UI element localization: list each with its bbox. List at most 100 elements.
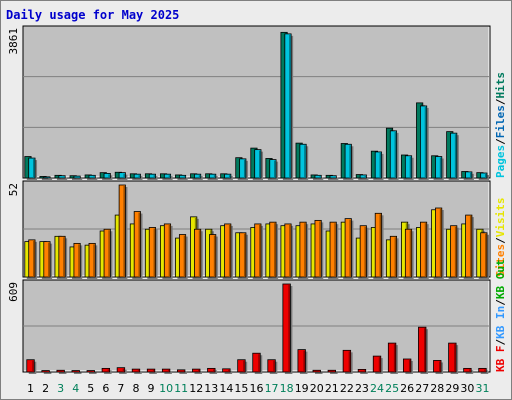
bar-kb-f (222, 368, 233, 374)
bar-sites (314, 219, 324, 279)
bar-pages (43, 176, 53, 180)
legend-kb: KB F/KB In/KB Out (494, 259, 507, 372)
bar-kb-f (41, 370, 52, 374)
bar-sites (239, 232, 248, 279)
bar-sites (450, 225, 459, 279)
bar-kb-f (71, 370, 82, 374)
day-label: 30 (460, 382, 474, 395)
bar-pages (450, 132, 459, 180)
bar-pages (88, 174, 98, 180)
bar-sites (118, 184, 128, 279)
bar-pages (329, 175, 339, 180)
bar-sites (374, 212, 384, 279)
bar-sites (435, 207, 444, 279)
bar-pages (299, 143, 309, 180)
bar-sites (88, 242, 98, 279)
day-label: 15 (234, 382, 248, 395)
day-label: 2 (42, 382, 49, 395)
day-label: 22 (340, 382, 354, 395)
day-label: 4 (72, 382, 79, 395)
bar-kb-f (252, 352, 263, 374)
day-label: 12 (189, 382, 203, 395)
bar-sites (163, 223, 173, 279)
bar-pages (118, 172, 128, 180)
day-label: 25 (385, 382, 399, 395)
bar-kb-f (387, 342, 398, 374)
bar-pages (194, 173, 203, 180)
day-label: 9 (148, 382, 155, 395)
bar-pages (163, 173, 173, 180)
bar-pages (359, 174, 369, 180)
y-axis-max-label: 52 (7, 183, 20, 196)
day-label: 19 (295, 382, 309, 395)
legend-hits: Pages/Files/Hits (494, 72, 507, 178)
day-label: 1 (27, 382, 34, 395)
day-label: 20 (310, 382, 324, 395)
bar-kb-f (161, 368, 172, 374)
bar-sites (58, 235, 68, 279)
bar-pages (269, 159, 279, 180)
bar-sites (284, 223, 294, 279)
bar-kb-f (56, 369, 67, 374)
x-axis-day-labels: 1 2 3 4 5 6 7 8 9 10 11 12 13 14 15 16 17 18 19 20 21 22 23 24 2… (27, 382, 489, 395)
legend-item: / (494, 339, 507, 346)
bar-kb-f (297, 349, 308, 374)
bar-kb-f (207, 367, 218, 374)
bar-kb-f (101, 367, 112, 374)
day-label: 28 (430, 382, 444, 395)
bar-sites (389, 235, 399, 279)
legend-item: Pages (494, 145, 507, 178)
bar-kb-f (267, 359, 278, 374)
bar-kb-f (177, 369, 187, 374)
bar-pages (103, 173, 113, 180)
day-label: 31 (475, 382, 489, 395)
bar-sites (103, 228, 113, 279)
bar-pages (239, 158, 248, 180)
day-label: 8 (132, 382, 139, 395)
bar-sites (194, 228, 203, 279)
day-label: 26 (400, 382, 414, 395)
legend-item: Visits (494, 198, 507, 238)
bar-pages (133, 173, 143, 180)
bar-sites (254, 223, 264, 279)
bar-pages (344, 143, 354, 180)
bar-kb-f (146, 368, 157, 374)
legend-item: KB In (494, 306, 507, 339)
bar-pages (435, 156, 444, 180)
bar-sites (465, 214, 474, 279)
bar-sites (224, 223, 233, 279)
day-label: 16 (250, 382, 264, 395)
day-label: 23 (355, 382, 369, 395)
bar-kb-f (327, 369, 338, 374)
legend-item: / (494, 299, 507, 306)
bar-kb-f (342, 349, 353, 374)
y-axis-max-label: 609 (7, 282, 20, 302)
bar-pages (73, 175, 83, 180)
chart-title: Daily usage for May 2025 (6, 8, 179, 22)
bar-pages (28, 157, 38, 180)
day-label: 13 (204, 382, 218, 395)
bar-kb-f (463, 367, 474, 374)
panel-visits: 52 Sites/Visits (7, 180, 507, 279)
legend-item: KB F (494, 346, 507, 373)
bar-kb-f (478, 367, 489, 374)
legend-item: KB Out (494, 259, 507, 299)
bar-sites (148, 227, 158, 279)
day-label: 3 (57, 382, 64, 395)
day-label: 6 (102, 382, 109, 395)
bar-sites (28, 239, 38, 279)
day-label: 18 (280, 382, 294, 395)
bar-sites (404, 228, 414, 279)
bar-kb-f (312, 369, 323, 374)
day-label: 11 (174, 382, 188, 395)
bar-pages (389, 130, 399, 180)
bar-pages (58, 175, 68, 180)
bar-pages (404, 155, 414, 180)
bar-sites (133, 211, 143, 279)
bar-kb-f (448, 342, 459, 374)
bar-kb-f (26, 359, 37, 374)
bar-sites (178, 234, 188, 279)
